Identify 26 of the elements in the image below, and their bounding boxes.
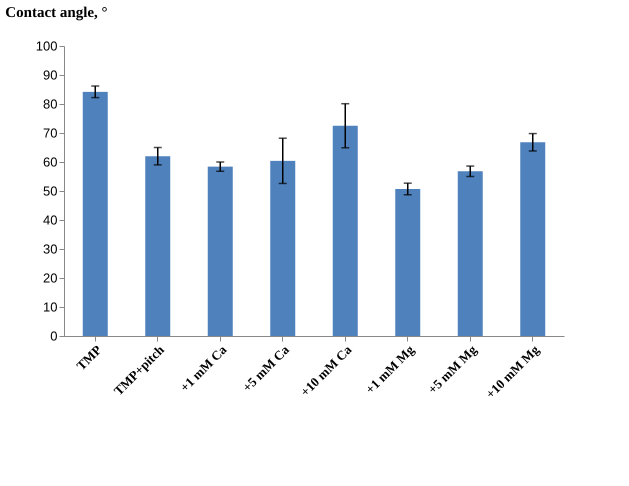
x-tick-label: +10 mM Mg xyxy=(482,342,542,402)
y-tick-label: 10 xyxy=(43,300,58,314)
y-axis-title: Contact angle, ° xyxy=(5,5,108,21)
y-tick-label: 40 xyxy=(43,212,58,228)
y-tick-label: 80 xyxy=(43,96,58,112)
y-tick-label: 60 xyxy=(43,154,58,170)
y-tick-label: 90 xyxy=(43,68,58,82)
x-tick-label: +1 mM Mg xyxy=(362,342,418,397)
bar xyxy=(270,160,296,336)
bar xyxy=(332,126,358,336)
x-tick-label: +1 mM Ca xyxy=(176,342,230,395)
bar xyxy=(395,188,420,336)
bar xyxy=(458,171,483,336)
x-tick-label: +5 mM Mg xyxy=(424,342,480,397)
y-tick-label: 30 xyxy=(43,242,58,256)
y-tick-label: 50 xyxy=(43,184,58,198)
x-tick-label: +10 mM Ca xyxy=(297,342,355,400)
y-tick-label: 20 xyxy=(43,270,58,286)
bar xyxy=(145,156,170,336)
y-tick-label: 100 xyxy=(36,38,58,54)
y-tick-label: 0 xyxy=(50,328,58,344)
x-tick-label: +5 mM Ca xyxy=(239,342,292,395)
y-tick-label: 70 xyxy=(43,126,58,140)
bar xyxy=(208,166,233,336)
bar xyxy=(520,142,546,336)
bar xyxy=(82,92,108,336)
